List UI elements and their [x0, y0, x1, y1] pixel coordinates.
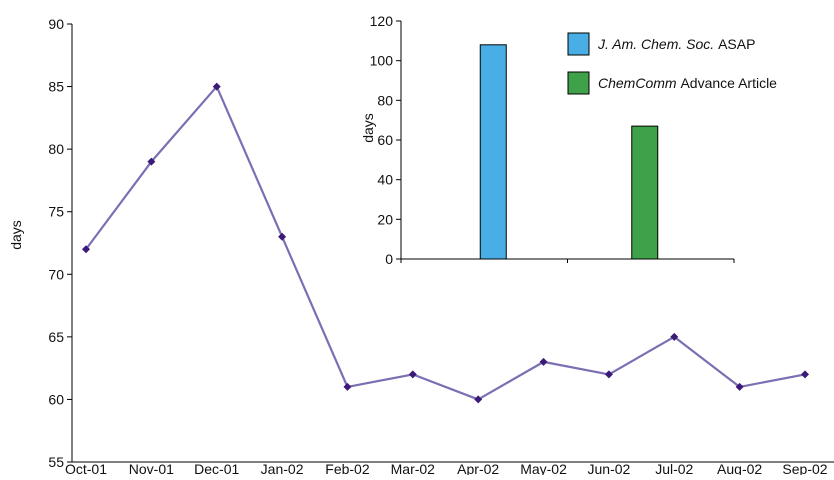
line-x-tick-label: Jul-02 [655, 461, 693, 475]
line-data-point [670, 332, 679, 341]
bar-y-tick-label: 40 [377, 172, 393, 188]
line-y-axis-title: days [8, 220, 24, 250]
line-y-tick-label: 80 [48, 141, 64, 157]
legend-entry-label: ChemComm Advance Article [598, 75, 777, 91]
line-y-tick-label: 90 [48, 16, 64, 32]
line-data-point [474, 395, 483, 404]
line-series-path [85, 85, 806, 401]
bar-y-tick-label: 0 [385, 251, 393, 267]
line-x-tick-label: Oct-01 [65, 461, 107, 475]
inset-background [352, 10, 830, 272]
line-x-tick-label: Aug-02 [717, 461, 762, 475]
legend-entry-plain: ASAP [714, 36, 755, 52]
line-data-point [147, 157, 156, 166]
line-x-tick-label: Jan-02 [261, 461, 304, 475]
bar-y-tick-label: 120 [370, 13, 394, 29]
legend-entry-italic: ChemComm [598, 75, 677, 91]
legend-swatch [567, 71, 590, 95]
line-x-tick-label: Mar-02 [391, 461, 436, 475]
line-y-tick-label: 75 [48, 204, 64, 220]
line-y-tick-label: 65 [48, 329, 64, 345]
bar-y-tick-label: 80 [377, 92, 393, 108]
legend-entry-label: J. Am. Chem. Soc. ASAP [597, 36, 755, 52]
line-data-point [801, 370, 809, 379]
bar-rect [631, 125, 659, 260]
line-data-point [212, 82, 221, 91]
legend-entry-plain: Advance Article [677, 75, 778, 91]
bar-y-axis-title: days [360, 113, 376, 143]
line-x-tick-label: Sep-02 [782, 461, 827, 475]
bar-legend: J. Am. Chem. Soc. ASAP ChemComm Advance A… [567, 32, 777, 95]
legend-swatch [567, 32, 590, 56]
line-x-tick-label: Jun-02 [588, 461, 631, 475]
bar-y-tick-label: 20 [377, 211, 393, 227]
line-x-tick-label: Feb-02 [325, 461, 370, 475]
bar-rect [479, 44, 507, 260]
line-x-tick-label: Dec-01 [194, 461, 239, 475]
line-data-point [343, 382, 352, 391]
legend-entry-italic: J. Am. Chem. Soc. [597, 36, 714, 52]
line-data-point [539, 357, 548, 366]
line-y-tick-label: 70 [48, 266, 64, 282]
line-data-point [604, 370, 613, 379]
bar-y-tick-label: 100 [370, 53, 394, 69]
bar-y-tick-label: 60 [377, 132, 393, 148]
line-x-tick-label: Apr-02 [457, 461, 499, 475]
line-data-point [408, 370, 417, 379]
line-y-tick-label: 60 [48, 391, 64, 407]
line-data-point [278, 232, 287, 241]
line-y-tick-label: 55 [48, 454, 64, 470]
line-x-tick-label: Nov-01 [129, 461, 174, 475]
line-data-point [735, 382, 744, 391]
line-data-point [82, 245, 90, 254]
line-y-tick-label: 85 [48, 79, 64, 95]
line-x-tick-label: May-02 [520, 461, 567, 475]
